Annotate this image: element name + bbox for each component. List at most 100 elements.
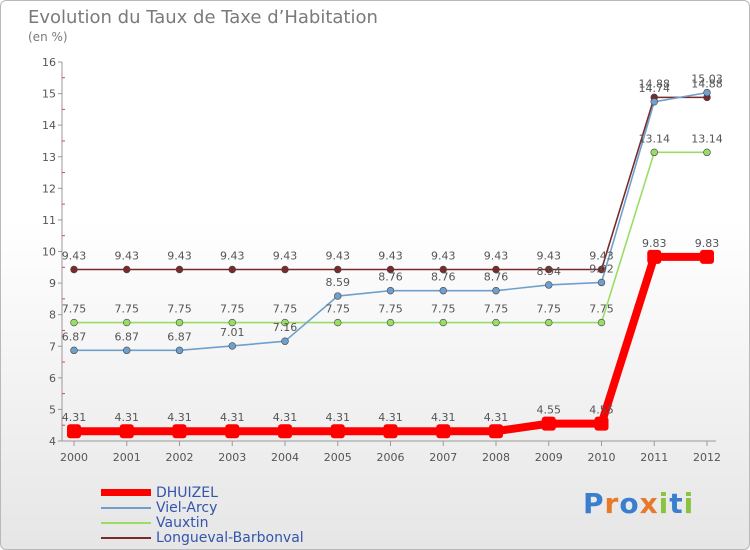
legend-label-vauxtin: Vauxtin (156, 515, 209, 531)
data-label: 9.83 (695, 237, 720, 250)
legend-label-longueval-barbonval: Longueval-Barbonval (156, 530, 304, 546)
data-label: 9.43 (220, 250, 245, 263)
data-point (228, 318, 236, 327)
data-point (703, 88, 711, 97)
data-label: 9.43 (537, 250, 562, 263)
logo-letter: r (604, 487, 620, 520)
x-tick-label: 2005 (324, 451, 352, 464)
legend-swatch-viel-arcy (101, 507, 151, 509)
data-point (334, 318, 342, 327)
data-point (489, 424, 503, 439)
logo-letter: t (669, 487, 684, 520)
data-label: 7.75 (326, 303, 351, 316)
legend-swatch-longueval-barbonval (101, 537, 151, 539)
data-point (175, 346, 184, 355)
data-point (597, 278, 606, 287)
legend-item-longueval-barbonval: Longueval-Barbonval (101, 530, 361, 546)
data-label: 9.43 (431, 250, 456, 263)
data-point (225, 424, 240, 439)
data-label: 8.76 (484, 271, 509, 284)
y-tick-label: 5 (49, 403, 56, 416)
data-point (334, 265, 342, 274)
logo-letter: x (639, 487, 659, 520)
y-tick-label: 16 (42, 56, 56, 69)
data-label: 4.55 (589, 404, 614, 417)
data-point (278, 424, 292, 439)
data-label: 7.75 (589, 303, 614, 316)
y-tick-label: 13 (42, 151, 56, 164)
y-tick-label: 14 (42, 119, 56, 132)
x-tick-label: 2006 (377, 451, 405, 464)
data-point (439, 265, 447, 274)
proxiti-logo: Proxiti (583, 487, 694, 520)
y-tick-label: 11 (42, 214, 56, 227)
data-label: 7.75 (273, 303, 298, 316)
data-label: 7.75 (431, 303, 456, 316)
x-tick-label: 2010 (588, 451, 616, 464)
data-label: 4.31 (62, 411, 87, 424)
data-point (123, 265, 131, 274)
data-point (281, 318, 289, 327)
legend-item-viel-arcy: Viel-Arcy (101, 500, 361, 516)
data-label: 4.31 (167, 411, 192, 424)
data-point (175, 318, 184, 327)
data-point (172, 424, 187, 439)
x-tick-label: 2003 (218, 451, 246, 464)
data-point (492, 318, 500, 327)
data-label: 7.75 (484, 303, 509, 316)
data-point (545, 281, 553, 289)
x-tick-label: 2007 (429, 451, 457, 464)
data-label: 7.75 (220, 303, 245, 316)
y-tick-label: 10 (42, 246, 56, 259)
data-label: 4.31 (326, 411, 351, 424)
data-point (541, 416, 556, 431)
y-tick-label: 15 (42, 88, 56, 101)
data-label: 9.02 (589, 262, 614, 275)
data-point (650, 98, 658, 106)
data-point (281, 265, 289, 274)
y-tick-label: 8 (49, 309, 56, 322)
data-point (439, 286, 447, 295)
data-point (334, 292, 342, 300)
x-tick-label: 2008 (482, 451, 510, 464)
data-point (228, 265, 236, 274)
y-tick-label: 6 (49, 372, 56, 385)
data-label: 9.43 (378, 250, 403, 263)
data-point (650, 148, 658, 157)
data-point (281, 337, 289, 345)
x-tick-label: 2000 (60, 451, 88, 464)
y-tick-label: 9 (49, 277, 56, 290)
data-label: 7.75 (537, 303, 562, 316)
data-point (123, 346, 131, 355)
data-label: 8.59 (326, 276, 351, 289)
legend-item-dhuizel: DHUIZEL (101, 485, 361, 501)
y-tick-label: 7 (49, 340, 56, 353)
chart-title: Evolution du Taux de Taxe d’Habitation (28, 7, 378, 28)
data-point (70, 318, 78, 327)
x-tick-label: 2009 (535, 451, 563, 464)
data-point (545, 318, 553, 327)
data-label: 14.88 (691, 77, 723, 90)
data-point (228, 342, 236, 350)
data-label: 9.43 (62, 250, 87, 263)
data-point (67, 424, 81, 439)
logo-letter: i (658, 487, 670, 520)
data-point (330, 424, 345, 439)
legend-label-dhuizel: DHUIZEL (156, 485, 218, 501)
data-label: 4.31 (115, 411, 140, 424)
data-point (123, 318, 131, 327)
data-label: 4.31 (378, 411, 403, 424)
data-label: 8.76 (431, 271, 456, 284)
data-label: 9.43 (273, 250, 298, 263)
data-label: 9.43 (589, 250, 614, 263)
data-label: 7.75 (115, 303, 140, 316)
data-point (545, 265, 553, 274)
data-label: 14.88 (639, 77, 671, 90)
logo-letter: P (583, 487, 605, 520)
data-point (70, 346, 78, 355)
legend-label-viel-arcy: Viel-Arcy (156, 500, 218, 516)
data-point (492, 286, 500, 295)
legend-swatch-vauxtin (101, 522, 151, 524)
data-label: 4.31 (431, 411, 456, 424)
